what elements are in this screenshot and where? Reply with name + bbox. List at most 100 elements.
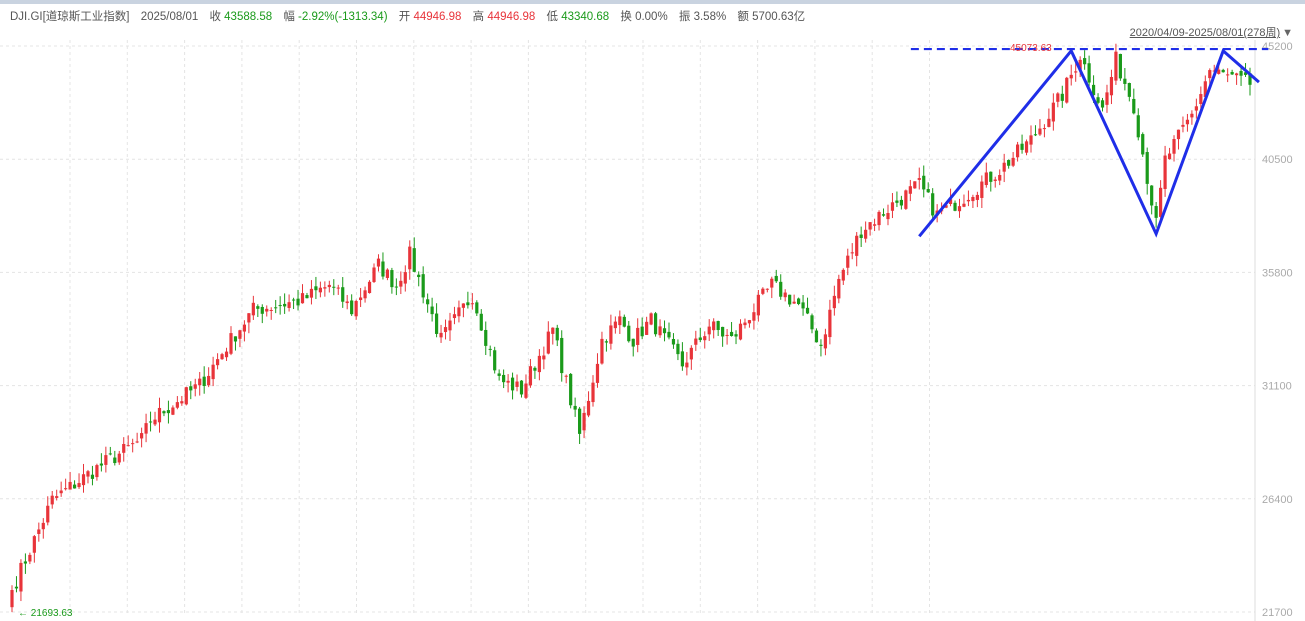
- candle-up: [506, 380, 510, 383]
- candle-up: [345, 301, 349, 304]
- candle-up: [19, 562, 23, 592]
- candle-down: [99, 463, 103, 466]
- candle-up: [586, 400, 591, 416]
- candle-down: [899, 199, 903, 206]
- y-tick-label: 35800: [1262, 267, 1293, 279]
- candle-up: [238, 330, 242, 339]
- candle-down: [113, 457, 117, 464]
- candle-up: [171, 407, 175, 415]
- candle-down: [166, 410, 171, 414]
- candle-up: [1109, 76, 1114, 96]
- candle-down: [72, 484, 77, 489]
- trend-line-annotation: [918, 48, 1260, 238]
- candle-up: [908, 186, 912, 194]
- candle-up: [207, 375, 211, 386]
- candle-down: [466, 302, 470, 306]
- candle-down: [350, 300, 354, 315]
- candle-down: [801, 302, 805, 309]
- candle-up: [962, 203, 966, 207]
- candle-up: [131, 443, 135, 445]
- candle-up: [1185, 119, 1190, 125]
- candle-up: [582, 412, 586, 431]
- candle-up: [528, 366, 533, 386]
- candle-down: [604, 341, 609, 343]
- candle-down: [1083, 58, 1087, 65]
- candle-up: [1024, 141, 1029, 153]
- candle-down: [434, 313, 439, 334]
- candle-up: [376, 258, 381, 267]
- y-tick-label: 45200: [1262, 41, 1293, 53]
- candle-up: [837, 278, 841, 299]
- candle-up: [1190, 113, 1194, 118]
- candle-up: [591, 382, 595, 403]
- candle-down: [1248, 73, 1252, 85]
- candle-up: [872, 224, 877, 226]
- candle-down: [1132, 98, 1136, 114]
- candle-up: [600, 338, 604, 364]
- range-selector[interactable]: 2020/04/09-2025/08/01(278周) ▼: [1130, 24, 1293, 40]
- candle-up: [46, 505, 50, 523]
- candle-up: [913, 181, 917, 189]
- dropdown-arrow-icon[interactable]: ▼: [1282, 27, 1293, 39]
- candle-down: [922, 175, 926, 190]
- candle-up: [318, 287, 322, 293]
- change-label: 幅: [283, 11, 295, 23]
- candle-down: [631, 338, 635, 347]
- low-value: 43340.68: [561, 11, 610, 23]
- candle-up: [363, 290, 367, 299]
- candle-up: [1065, 77, 1069, 103]
- candle-up: [1038, 128, 1042, 135]
- candle-down: [1020, 143, 1024, 150]
- candle-up: [850, 252, 854, 254]
- candle-down: [779, 281, 783, 297]
- candle-up: [524, 383, 528, 398]
- candle-up: [140, 433, 144, 439]
- candle-down: [622, 316, 626, 327]
- change-value: -2.92%(-1313.34): [298, 11, 388, 23]
- candle-up: [220, 354, 224, 360]
- candle-up: [613, 321, 617, 329]
- candle-up: [117, 453, 121, 463]
- candle-up: [649, 313, 653, 325]
- candle-down: [283, 303, 287, 307]
- candle-down: [519, 380, 524, 395]
- candle-up: [457, 307, 461, 317]
- candle-up: [537, 355, 541, 373]
- candle-up: [971, 196, 975, 202]
- candle-down: [555, 327, 559, 341]
- candle-up: [1181, 124, 1185, 127]
- candle-down: [390, 270, 394, 288]
- candle-down: [278, 305, 282, 307]
- open-value: 44946.98: [413, 11, 462, 23]
- candle-up: [685, 362, 689, 368]
- candle-down: [484, 329, 488, 346]
- candle-up: [944, 205, 948, 208]
- candle-down: [1136, 115, 1140, 138]
- candle-up: [957, 206, 962, 212]
- candle-up: [126, 445, 130, 447]
- change-field: 幅 -2.92%(-1313.34): [283, 11, 387, 23]
- candle-down: [381, 261, 385, 277]
- candle-down: [1100, 100, 1105, 108]
- candle-down: [162, 411, 166, 414]
- candle-up: [689, 347, 693, 360]
- candle-up: [1114, 51, 1118, 81]
- candle-down: [653, 313, 658, 335]
- amount-value: 5700.63亿: [752, 11, 806, 23]
- amplitude-field: 振 3.58%: [679, 11, 726, 23]
- candle-up: [1074, 71, 1078, 73]
- candle-down: [1123, 78, 1127, 84]
- candle-down: [202, 376, 206, 387]
- candle-down: [560, 337, 564, 374]
- candle-up: [443, 327, 448, 333]
- candle-down: [274, 307, 278, 309]
- candle-up: [792, 301, 796, 304]
- range-label: 2020/04/09-2025/08/01(278周): [1129, 27, 1281, 39]
- candle-down: [716, 321, 720, 331]
- candle-up: [1105, 92, 1109, 105]
- candle-down: [796, 298, 801, 305]
- candle-up: [756, 294, 760, 316]
- candle-down: [421, 274, 425, 298]
- candle-up: [618, 316, 622, 326]
